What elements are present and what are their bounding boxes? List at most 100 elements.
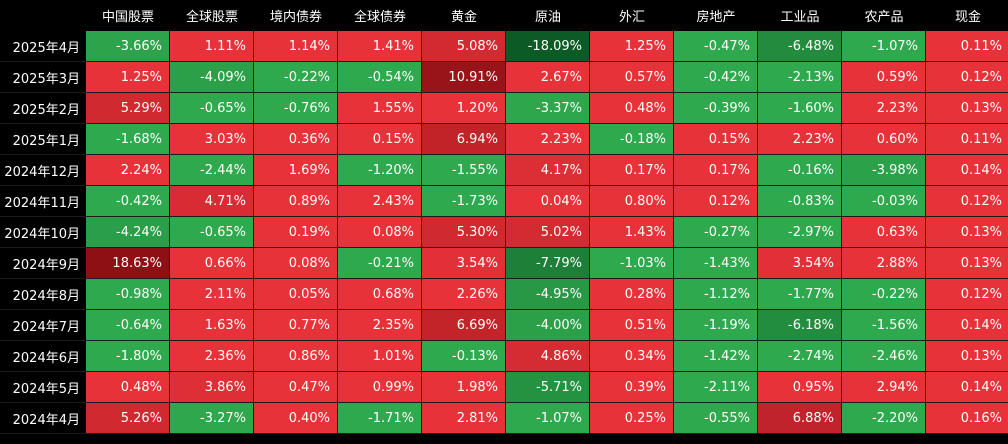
heatmap-cell: -0.54% <box>338 62 422 93</box>
heatmap-cell: 0.47% <box>254 372 338 403</box>
heatmap-cell: -4.09% <box>170 62 254 93</box>
heatmap-cell: 1.20% <box>422 93 506 124</box>
row-label: 2025年3月 <box>0 62 86 93</box>
row-label: 2025年1月 <box>0 124 86 155</box>
heatmap-cell: 0.57% <box>590 62 674 93</box>
heatmap-cell: 2.43% <box>338 186 422 217</box>
heatmap-cell: -2.46% <box>842 341 926 372</box>
column-header: 境内债券 <box>254 0 338 31</box>
heatmap-cell: 1.43% <box>590 217 674 248</box>
heatmap-cell: -2.74% <box>758 341 842 372</box>
heatmap-cell: 0.16% <box>926 403 1008 434</box>
heatmap-cell: -1.71% <box>338 403 422 434</box>
heatmap-cell: 2.11% <box>170 279 254 310</box>
heatmap-cell: -1.43% <box>674 248 758 279</box>
heatmap-cell: 1.25% <box>86 62 170 93</box>
row-label: 2024年4月 <box>0 403 86 434</box>
heatmap-cell: 4.71% <box>170 186 254 217</box>
heatmap-cell: 2.36% <box>170 341 254 372</box>
heatmap-cell: 3.86% <box>170 372 254 403</box>
heatmap-cell: 1.01% <box>338 341 422 372</box>
row-label: 2024年5月 <box>0 372 86 403</box>
heatmap-cell: 0.04% <box>506 186 590 217</box>
heatmap-cell: 2.81% <box>422 403 506 434</box>
heatmap-cell: 0.39% <box>590 372 674 403</box>
heatmap-cell: 0.40% <box>254 403 338 434</box>
heatmap-cell: 0.48% <box>86 372 170 403</box>
heatmap-cell: 0.99% <box>338 372 422 403</box>
heatmap-cell: -0.16% <box>758 155 842 186</box>
heatmap-cell: -1.77% <box>758 279 842 310</box>
heatmap-cell: -1.68% <box>86 124 170 155</box>
heatmap-cell: 0.34% <box>590 341 674 372</box>
heatmap-cell: 0.66% <box>170 248 254 279</box>
row-label: 2024年11月 <box>0 186 86 217</box>
heatmap-cell: -2.20% <box>842 403 926 434</box>
heatmap-cell: 6.94% <box>422 124 506 155</box>
heatmap-cell: -7.79% <box>506 248 590 279</box>
heatmap-cell: 0.51% <box>590 310 674 341</box>
heatmap-cell: 0.12% <box>926 186 1008 217</box>
heatmap-cell: 5.08% <box>422 31 506 62</box>
column-header: 工业品 <box>758 0 842 31</box>
heatmap-cell: 4.17% <box>506 155 590 186</box>
heatmap-cell: 6.88% <box>758 403 842 434</box>
heatmap-cell: 2.24% <box>86 155 170 186</box>
heatmap-cell: 0.14% <box>926 310 1008 341</box>
column-header: 农产品 <box>842 0 926 31</box>
heatmap-cell: 0.63% <box>842 217 926 248</box>
heatmap-cell: 1.98% <box>422 372 506 403</box>
heatmap-cell: 1.69% <box>254 155 338 186</box>
heatmap-cell: -0.27% <box>674 217 758 248</box>
row-label: 2024年7月 <box>0 310 86 341</box>
heatmap-cell: 5.02% <box>506 217 590 248</box>
heatmap-cell: 1.55% <box>338 93 422 124</box>
heatmap-cell: -0.98% <box>86 279 170 310</box>
heatmap-cell: 0.14% <box>926 372 1008 403</box>
heatmap-cell: 0.77% <box>254 310 338 341</box>
heatmap-cell: 0.95% <box>758 372 842 403</box>
column-header: 外汇 <box>590 0 674 31</box>
returns-heatmap: 中国股票 全球股票 境内债券 全球债券 黄金 原油 外汇 房地产 工业品 农产品 现金 2025年4月… <box>0 0 1008 434</box>
heatmap-cell: 0.48% <box>590 93 674 124</box>
heatmap-cell: 1.41% <box>338 31 422 62</box>
heatmap-cell: 2.67% <box>506 62 590 93</box>
heatmap-cell: 0.13% <box>926 248 1008 279</box>
heatmap-cell: -0.03% <box>842 186 926 217</box>
heatmap-cell: -1.60% <box>758 93 842 124</box>
row-label: 2025年4月 <box>0 31 86 62</box>
heatmap-cell: -1.12% <box>674 279 758 310</box>
heatmap-cell: 0.11% <box>926 124 1008 155</box>
heatmap-cell: 0.13% <box>926 93 1008 124</box>
heatmap-cell: 0.08% <box>254 248 338 279</box>
heatmap-cell: -4.95% <box>506 279 590 310</box>
heatmap-cell: -0.22% <box>254 62 338 93</box>
heatmap-cell: 1.25% <box>590 31 674 62</box>
heatmap-cell: -2.11% <box>674 372 758 403</box>
heatmap-cell: -0.22% <box>842 279 926 310</box>
heatmap-cell: -1.03% <box>590 248 674 279</box>
heatmap-cell: -6.48% <box>758 31 842 62</box>
heatmap-cell: 0.25% <box>590 403 674 434</box>
heatmap-cell: -5.71% <box>506 372 590 403</box>
heatmap-cell: 0.28% <box>590 279 674 310</box>
heatmap-cell: -2.13% <box>758 62 842 93</box>
heatmap-cell: -3.98% <box>842 155 926 186</box>
corner-cell <box>0 0 86 31</box>
column-header: 全球债券 <box>338 0 422 31</box>
heatmap-cell: 1.11% <box>170 31 254 62</box>
heatmap-cell: 0.12% <box>674 186 758 217</box>
heatmap-cell: -0.18% <box>590 124 674 155</box>
heatmap-cell: 0.12% <box>926 62 1008 93</box>
heatmap-cell: 18.63% <box>86 248 170 279</box>
heatmap-cell: 5.26% <box>86 403 170 434</box>
heatmap-cell: -0.64% <box>86 310 170 341</box>
heatmap-cell: -1.07% <box>842 31 926 62</box>
heatmap-cell: -0.13% <box>422 341 506 372</box>
heatmap-cell: -1.55% <box>422 155 506 186</box>
heatmap-cell: 3.54% <box>758 248 842 279</box>
heatmap-cell: -1.42% <box>674 341 758 372</box>
column-header: 黄金 <box>422 0 506 31</box>
heatmap-cell: -2.44% <box>170 155 254 186</box>
heatmap-cell: 5.30% <box>422 217 506 248</box>
